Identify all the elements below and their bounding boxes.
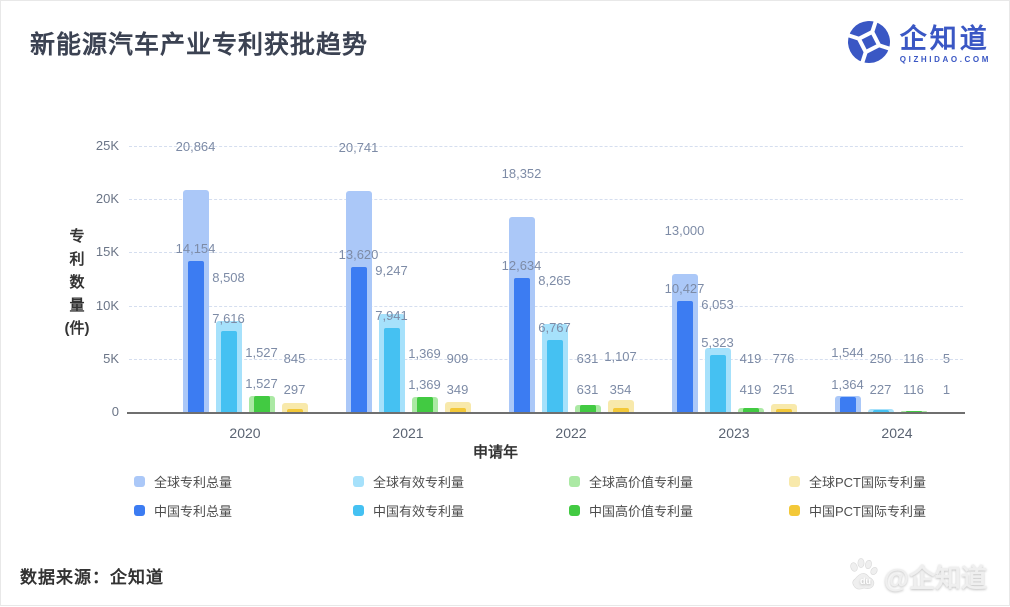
bar-value-label: 909	[447, 351, 469, 367]
bar-中国专利总量-2022[interactable]	[514, 278, 530, 412]
legend-swatch	[569, 476, 580, 487]
svg-text:du: du	[860, 576, 871, 586]
legend-item-全球有效专利量[interactable]: 全球有效专利量	[353, 472, 464, 491]
x-axis-title: 申请年	[473, 441, 518, 462]
y-tick-label: 5K	[79, 352, 119, 366]
legend-swatch	[353, 476, 364, 487]
watermark-text: @企知道	[884, 558, 987, 595]
legend-item-全球专利总量[interactable]: 全球专利总量	[134, 472, 232, 491]
bar-value-label: 7,616	[212, 311, 245, 327]
legend-item-中国有效专利量[interactable]: 中国有效专利量	[353, 501, 464, 520]
bar-value-label: 845	[284, 351, 306, 367]
bar-value-label: 349	[447, 382, 469, 398]
legend-label: 中国专利总量	[154, 501, 232, 520]
bar-中国高价值专利量-2021[interactable]	[417, 397, 433, 412]
bar-value-label: 1,527	[245, 376, 278, 392]
bar-value-label: 6,053	[701, 297, 734, 313]
y-tick-label: 25K	[79, 139, 119, 153]
legend-item-全球PCT国际专利量[interactable]: 全球PCT国际专利量	[789, 472, 926, 491]
bar-value-label: 5	[943, 351, 950, 367]
bar-value-label: 5,323	[701, 335, 734, 351]
legend-label: 全球高价值专利量	[589, 472, 693, 491]
bar-value-label: 631	[577, 351, 599, 367]
legend-swatch	[569, 505, 580, 516]
bar-value-label: 13,000	[665, 223, 705, 239]
bar-value-label: 13,620	[339, 247, 379, 263]
bar-中国有效专利量-2023[interactable]	[710, 355, 726, 412]
bar-value-label: 1,544	[831, 345, 864, 361]
bar-value-label: 10,427	[665, 281, 705, 297]
bar-value-label: 250	[870, 351, 892, 367]
watermark: du @企知道	[846, 556, 987, 597]
bar-value-label: 354	[610, 382, 632, 398]
bar-value-label: 1,107	[604, 349, 637, 365]
x-tick-2023: 2023	[718, 425, 749, 441]
bar-中国专利总量-2024[interactable]	[840, 397, 856, 412]
legend-swatch	[789, 505, 800, 516]
bar-value-label: 419	[740, 382, 762, 398]
legend-label: 中国高价值专利量	[589, 501, 693, 520]
legend-swatch	[134, 505, 145, 516]
legend-item-中国高价值专利量[interactable]: 中国高价值专利量	[569, 501, 693, 520]
y-tick-label: 10K	[79, 299, 119, 313]
y-tick-label: 15K	[79, 245, 119, 259]
legend-swatch	[789, 476, 800, 487]
bar-value-label: 14,154	[176, 241, 216, 257]
bar-value-label: 297	[284, 382, 306, 398]
data-source-note: 数据来源：企知道	[20, 563, 164, 588]
bar-value-label: 631	[577, 382, 599, 398]
x-tick-2024: 2024	[881, 425, 912, 441]
legend-label: 全球专利总量	[154, 472, 232, 491]
x-tick-2022: 2022	[555, 425, 586, 441]
bar-中国有效专利量-2020[interactable]	[221, 331, 237, 412]
bar-value-label: 20,864	[176, 139, 216, 155]
legend-label: 全球有效专利量	[373, 472, 464, 491]
gridline-15K	[129, 252, 963, 253]
bar-中国有效专利量-2021[interactable]	[384, 328, 400, 412]
bar-value-label: 1,364	[831, 377, 864, 393]
baidu-paw-icon: du	[846, 556, 880, 597]
bar-中国专利总量-2021[interactable]	[351, 267, 367, 412]
legend-label: 中国有效专利量	[373, 501, 464, 520]
bar-value-label: 9,247	[375, 263, 408, 279]
legend-item-全球高价值专利量[interactable]: 全球高价值专利量	[569, 472, 693, 491]
gridline-20K	[129, 199, 963, 200]
x-axis-line	[127, 412, 965, 414]
bar-value-label: 1,369	[408, 377, 441, 393]
bar-value-label: 227	[870, 382, 892, 398]
bar-value-label: 8,265	[538, 273, 571, 289]
legend-item-中国PCT国际专利量[interactable]: 中国PCT国际专利量	[789, 501, 926, 520]
bar-value-label: 12,634	[502, 258, 542, 274]
bar-value-label: 251	[773, 382, 795, 398]
gridline-10K	[129, 306, 963, 307]
bar-value-label: 419	[740, 351, 762, 367]
bar-value-label: 18,352	[502, 166, 542, 182]
legend-label: 中国PCT国际专利量	[809, 501, 926, 520]
gridline-25K	[129, 146, 963, 147]
bar-中国高价值专利量-2022[interactable]	[580, 405, 596, 412]
x-tick-2020: 2020	[229, 425, 260, 441]
bar-value-label: 1,527	[245, 345, 278, 361]
bar-value-label: 1,369	[408, 346, 441, 362]
legend-item-中国专利总量[interactable]: 中国专利总量	[134, 501, 232, 520]
x-tick-2021: 2021	[392, 425, 423, 441]
bar-value-label: 116	[903, 382, 924, 398]
y-tick-label: 20K	[79, 192, 119, 206]
bar-中国专利总量-2020[interactable]	[188, 261, 204, 412]
bar-中国有效专利量-2022[interactable]	[547, 340, 563, 412]
bar-value-label: 6,767	[538, 320, 571, 336]
bar-value-label: 20,741	[339, 140, 379, 156]
bar-value-label: 1	[943, 382, 950, 398]
bar-中国高价值专利量-2020[interactable]	[254, 396, 270, 412]
legend-swatch	[134, 476, 145, 487]
bar-value-label: 7,941	[375, 308, 408, 324]
bar-value-label: 776	[773, 351, 795, 367]
legend-swatch	[353, 505, 364, 516]
bar-value-label: 116	[903, 351, 924, 367]
bar-value-label: 8,508	[212, 270, 245, 286]
legend-label: 全球PCT国际专利量	[809, 472, 926, 491]
bar-中国专利总量-2023[interactable]	[677, 301, 693, 412]
y-tick-label: 0	[79, 405, 119, 419]
